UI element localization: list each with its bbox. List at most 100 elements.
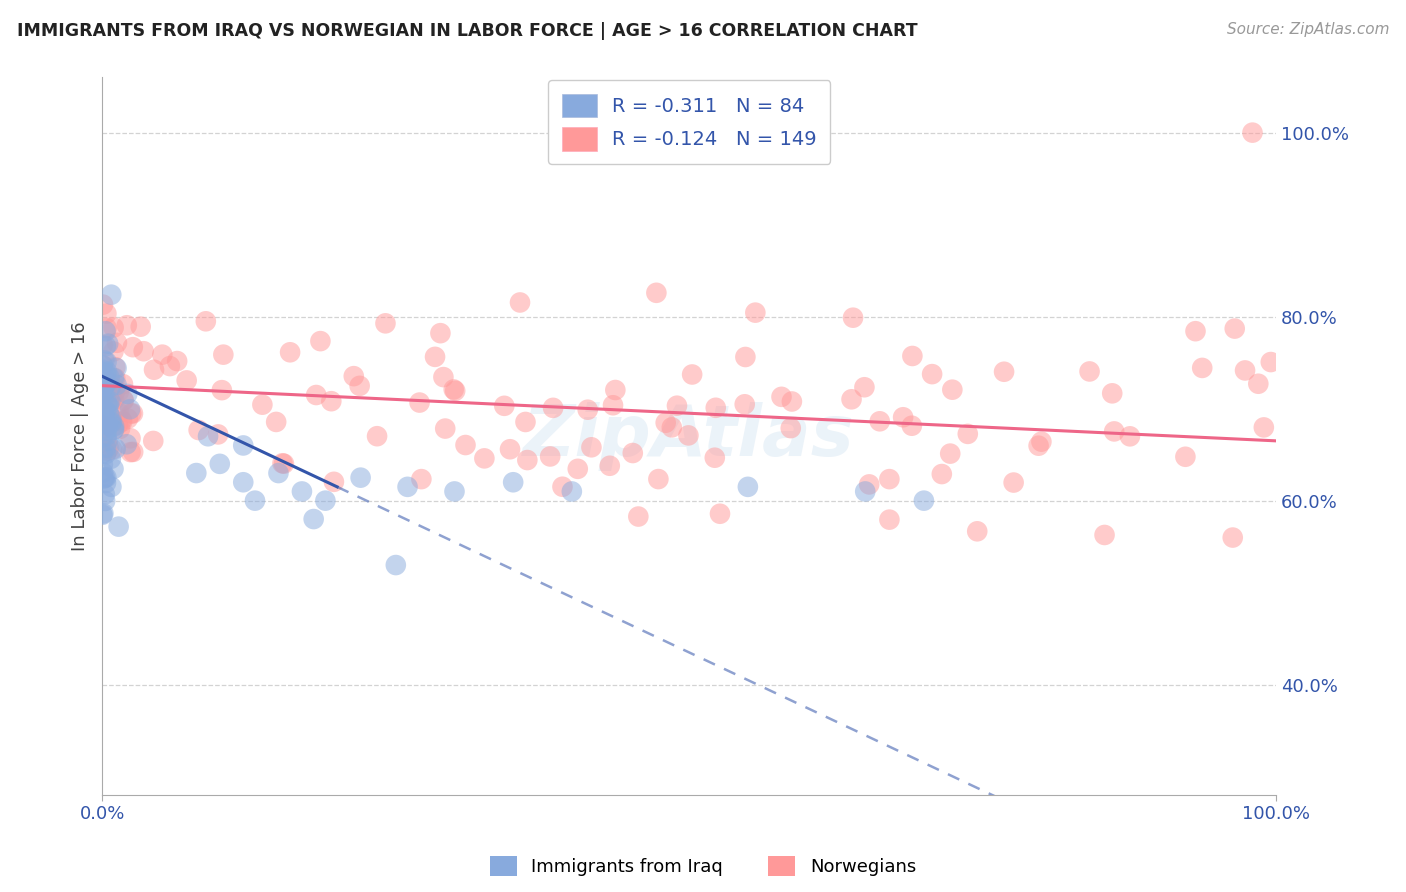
Point [432,370,454,384]
Point [103,423,125,437]
Point [91,363,114,377]
Point [166,354,188,368]
Point [879,472,901,486]
Point [94,494,117,508]
Point [879,513,901,527]
Point [120,407,142,421]
Point [509,295,531,310]
Point [901,418,924,433]
Point [661,420,683,434]
Point [98,407,121,421]
Point [627,509,650,524]
Point [97,417,120,432]
Point [273,457,295,471]
Point [93,353,115,368]
Point [111,413,134,427]
Point [98,371,121,385]
Point [96,434,118,449]
Point [956,426,979,441]
Point [96,365,118,379]
Point [96,396,118,410]
Point [194,314,217,328]
Point [91,393,114,408]
Point [91,458,114,472]
Point [1119,429,1142,443]
Point [96,443,118,458]
Point [1253,420,1275,434]
Point [111,415,134,429]
Text: Source: ZipAtlas.com: Source: ZipAtlas.com [1226,22,1389,37]
Point [366,429,388,443]
Point [538,450,561,464]
Point [93,378,115,392]
Point [423,350,446,364]
Point [117,411,139,425]
Point [93,408,115,422]
Point [96,434,118,449]
Point [561,484,583,499]
Point [94,475,117,490]
Point [647,472,669,486]
Point [841,392,863,407]
Point [901,349,924,363]
Point [108,384,131,399]
Point [621,446,644,460]
Point [103,423,125,437]
Point [869,414,891,428]
Point [91,374,114,388]
Point [1174,450,1197,464]
Point [737,480,759,494]
Point [232,475,254,490]
Point [101,442,124,457]
Point [681,368,703,382]
Point [211,383,233,397]
Point [1223,321,1246,335]
Point [1260,355,1282,369]
Point [314,493,336,508]
Point [100,415,122,429]
Point [93,507,115,521]
Point [142,434,165,448]
Point [91,380,114,394]
Y-axis label: In Labor Force | Age > 16: In Labor Force | Age > 16 [72,321,89,551]
Point [734,350,756,364]
Legend: R = -0.311   N = 84, R = -0.124   N = 149: R = -0.311 N = 84, R = -0.124 N = 149 [548,80,831,164]
Point [709,507,731,521]
Point [993,365,1015,379]
Point [665,399,688,413]
Point [97,395,120,409]
Point [434,421,457,435]
Point [1222,531,1244,545]
Point [159,359,181,373]
Point [1002,475,1025,490]
Point [96,470,118,484]
Point [645,285,668,300]
Point [853,380,876,394]
Point [93,472,115,486]
Point [120,431,142,445]
Point [103,371,125,385]
Point [117,387,139,401]
Point [104,371,127,385]
Point [939,447,962,461]
Point [104,384,127,399]
Point [271,456,294,470]
Point [112,393,135,408]
Point [96,307,118,321]
Point [94,470,117,484]
Point [744,305,766,319]
Point [94,386,117,401]
Point [118,402,141,417]
Point [100,410,122,425]
Point [343,369,366,384]
Point [516,453,538,467]
Point [91,412,114,426]
Point [107,519,129,533]
Legend: Immigrants from Iraq, Norwegians: Immigrants from Iraq, Norwegians [482,848,924,883]
Point [103,392,125,407]
Point [94,447,117,461]
Point [107,417,129,432]
Point [94,441,117,455]
Point [91,410,114,425]
Point [91,365,114,379]
